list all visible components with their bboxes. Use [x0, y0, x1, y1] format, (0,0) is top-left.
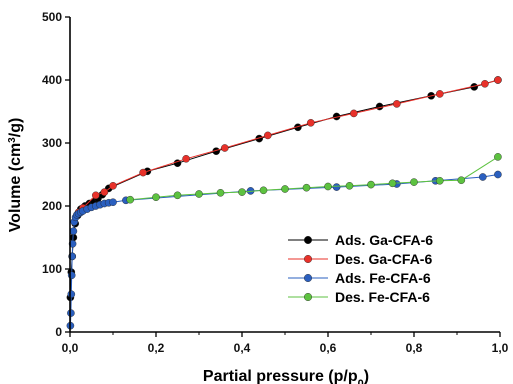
data-point	[345, 181, 354, 190]
axis-layer	[69, 17, 500, 333]
data-point	[263, 131, 272, 140]
data-point	[349, 109, 358, 118]
data-point	[109, 198, 117, 206]
data-point	[220, 144, 229, 152]
data-point	[392, 100, 401, 108]
legend-label: Ads. Ga-CFA-6	[335, 232, 433, 248]
data-point	[109, 181, 117, 190]
legend-marker	[304, 274, 313, 283]
data-point	[173, 191, 182, 200]
data-point	[324, 182, 332, 191]
x-tick-label: 0,8	[406, 341, 423, 355]
series-line	[69, 174, 498, 326]
legend-marker	[304, 235, 313, 244]
data-point	[375, 102, 384, 111]
legend: Ads. Ga-CFA-6 Des. Ga-CFA-6 Ads. Fe-CFA-6 D…	[288, 232, 433, 305]
data-point	[139, 168, 147, 177]
x-tick-label: 0,6	[320, 341, 337, 355]
legend-item: Ads. Fe-CFA-6	[288, 270, 431, 286]
y-tick-label: 200	[42, 199, 62, 213]
y-tick-label: 100	[42, 262, 62, 276]
data-point	[92, 191, 100, 200]
data-point	[67, 290, 76, 299]
data-point	[494, 153, 502, 161]
x-axis-title-sub: 0	[358, 378, 364, 384]
legend-label: Des. Fe-CFA-6	[335, 289, 430, 305]
legend-label: Des. Ga-CFA-6	[335, 251, 432, 267]
data-point	[182, 154, 190, 163]
x-axis-title-main: Partial pressure (p/p	[203, 368, 358, 384]
data-point	[281, 185, 289, 193]
data-point	[410, 178, 418, 186]
y-tick-label: 500	[42, 10, 62, 24]
data-point	[306, 119, 315, 127]
series-des-fe-cfa-6	[126, 153, 502, 204]
y-axis-title: Volume (cm3/g)	[7, 118, 25, 233]
data-point	[481, 80, 489, 88]
data-point	[302, 183, 311, 192]
data-point	[100, 188, 109, 196]
x-tick-label: 0,2	[148, 341, 165, 355]
y-tick-label: 0	[55, 325, 62, 339]
x-axis-title-close: )	[364, 368, 369, 384]
data-point	[195, 190, 203, 198]
legend-item: Des. Fe-CFA-6	[288, 289, 430, 305]
data-point	[478, 173, 487, 181]
x-axis-title: Partial pressure (p/p0)	[203, 368, 369, 384]
legend-marker	[304, 293, 313, 302]
y-axis-title-sup: 3	[7, 137, 18, 143]
data-point	[126, 195, 134, 204]
data-point	[69, 227, 78, 235]
y-axis-title-close: /g)	[7, 118, 24, 138]
legend-marker	[304, 254, 313, 263]
data-point	[494, 170, 502, 179]
legend-label: Ads. Fe-CFA-6	[335, 270, 431, 286]
data-point	[67, 271, 76, 280]
data-point	[435, 90, 444, 98]
x-tick-label: 1,0	[492, 341, 509, 355]
series-layer	[66, 76, 502, 330]
data-point	[152, 193, 160, 201]
data-point	[67, 309, 75, 317]
series-line	[78, 79, 499, 213]
legend-item: Ads. Ga-CFA-6	[288, 232, 433, 248]
data-point	[435, 176, 444, 185]
data-point	[259, 186, 268, 195]
series-line	[130, 156, 499, 201]
tick-layer: 0 100 200 300 400 500 0,0 0,2 0,4 0,6 0,8 1,0	[42, 10, 509, 355]
data-point	[457, 176, 466, 184]
series-ads-fe-cfa-6	[66, 170, 502, 330]
data-point	[332, 183, 341, 191]
data-point	[388, 179, 397, 188]
data-point	[367, 180, 375, 189]
data-point	[494, 76, 502, 84]
y-axis-title-main: Volume (cm	[7, 143, 24, 233]
x-tick-label: 0,4	[234, 341, 251, 355]
y-tick-label: 300	[42, 136, 62, 150]
data-point	[68, 239, 77, 248]
legend-item: Des. Ga-CFA-6	[288, 251, 432, 267]
y-tick-label: 400	[42, 73, 62, 87]
data-point	[216, 188, 225, 197]
series-des-ga-cfa-6	[74, 76, 502, 217]
x-tick-label: 0,0	[62, 341, 79, 355]
data-point	[238, 188, 246, 196]
